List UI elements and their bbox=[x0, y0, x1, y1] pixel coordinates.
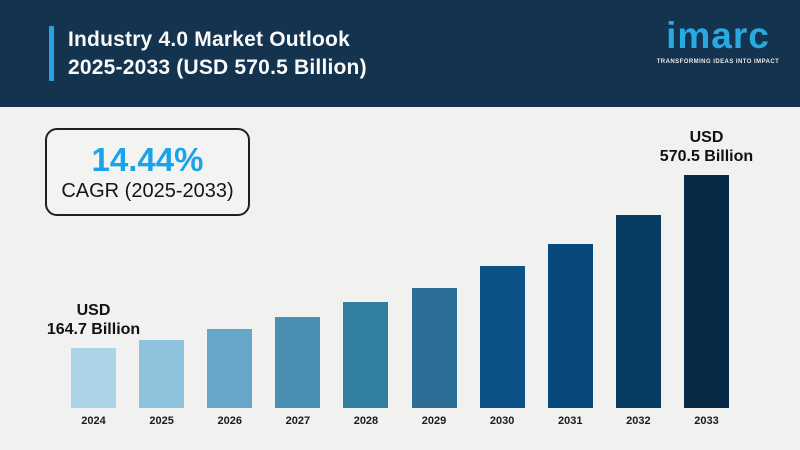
page-title-line-1: Industry 4.0 Market Outlook bbox=[68, 27, 350, 51]
x-axis-label-2025: 2025 bbox=[149, 415, 174, 427]
x-axis-label-2024: 2024 bbox=[81, 415, 106, 427]
title-accent-bar bbox=[49, 26, 54, 81]
value-label-2033-line2: 570.5 Billion bbox=[659, 148, 754, 165]
page-title: Industry 4.0 Market Outlook 2025-2033 (U… bbox=[68, 26, 367, 82]
x-axis-label-2031: 2031 bbox=[558, 415, 583, 427]
value-label-2024-line2: 164.7 Billion bbox=[46, 321, 141, 338]
x-axis-label-2032: 2032 bbox=[626, 415, 651, 427]
logo-tagline: TRANSFORMING IDEAS INTO IMPACT bbox=[656, 59, 780, 65]
value-label-2024-line1: USD bbox=[76, 302, 111, 319]
value-label-2024: USD 164.7 Billion bbox=[47, 301, 140, 339]
imarc-logo: imarc TRANSFORMING IDEAS INTO IMPACT bbox=[653, 17, 783, 65]
bar-2025: 2025 bbox=[139, 340, 185, 427]
logo-wordmark: imarc bbox=[666, 15, 770, 56]
bar-2029: 2029 bbox=[411, 288, 457, 427]
bar-2030: 2030 bbox=[479, 266, 525, 427]
bar-2024: 2024 USD 164.7 Billion bbox=[47, 302, 140, 427]
bar-2026: 2026 bbox=[207, 329, 253, 427]
bar-2031: 2031 bbox=[547, 244, 593, 427]
x-axis-label-2030: 2030 bbox=[489, 415, 515, 427]
value-label-2033: USD 570.5 Billion bbox=[660, 128, 753, 166]
x-axis-label-2033: 2033 bbox=[694, 415, 719, 427]
cagr-value: 14.44% bbox=[91, 140, 204, 178]
x-axis-label-2029: 2029 bbox=[421, 415, 447, 427]
cagr-box: 14.44% CAGR (2025-2033) bbox=[45, 128, 250, 216]
page-title-line-2: 2025-2033 (USD 570.5 Billion) bbox=[68, 55, 367, 79]
x-axis-label-2027: 2027 bbox=[285, 415, 311, 427]
x-axis-label-2026: 2026 bbox=[217, 415, 242, 427]
bar-2028: 2028 bbox=[343, 302, 389, 427]
x-axis-label-2028: 2028 bbox=[353, 415, 379, 427]
value-label-2033-line1: USD bbox=[689, 129, 724, 146]
cagr-label: CAGR (2025-2033) bbox=[61, 179, 234, 202]
header: Industry 4.0 Market Outlook 2025-2033 (U… bbox=[0, 0, 800, 107]
bar-2027: 2027 bbox=[275, 317, 321, 427]
bar-2032: 2032 bbox=[615, 215, 661, 427]
bar-chart: 2024 USD 164.7 Billion 2025 2026 2027 2028 2029… bbox=[47, 129, 753, 427]
bar-2033: 2033 USD 570.5 Billion bbox=[660, 129, 753, 427]
